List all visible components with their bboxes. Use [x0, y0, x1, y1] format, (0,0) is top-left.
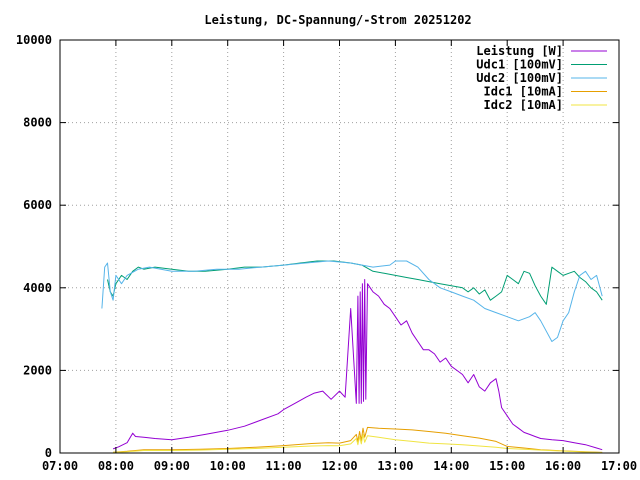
legend-label-2: Udc1 [100mV]: [476, 58, 563, 72]
series-line-1: [112, 279, 603, 451]
y-tick-label: 4000: [23, 281, 52, 295]
legend-label-3: Udc2 [100mV]: [476, 71, 563, 85]
series-layer: [101, 260, 603, 454]
y-tick-label: 2000: [23, 363, 52, 377]
chart-title: Leistung, DC-Spannung/-Strom 20251202: [204, 13, 471, 27]
x-tick-label: 11:00: [266, 459, 302, 473]
series-line-4: [113, 426, 603, 453]
x-tick-label: 16:00: [545, 459, 581, 473]
legend: Leistung [W]Udc1 [100mV]Udc2 [100mV]Idc1…: [476, 44, 607, 112]
y-tick-label: 8000: [23, 116, 52, 130]
y-tick-label: 6000: [23, 198, 52, 212]
y-tick-label: 10000: [16, 33, 52, 47]
x-tick-label: 12:00: [321, 459, 357, 473]
grid-layer: [60, 40, 619, 453]
x-tick-label: 15:00: [489, 459, 525, 473]
legend-label-5: Idc2 [10mA]: [484, 98, 563, 112]
x-tick-label: 07:00: [42, 459, 78, 473]
legend-label-1: Leistung [W]: [476, 44, 563, 58]
x-tick-label: 08:00: [98, 459, 134, 473]
x-tick-label: 10:00: [210, 459, 246, 473]
series-line-2: [107, 260, 603, 305]
y-tick-label: 0: [45, 446, 52, 460]
tick-layer: 07:00 08:00 09:00 10:00 11:00 12:00 13:00 14:00…: [16, 33, 637, 473]
series-line-3: [101, 260, 603, 342]
x-tick-label: 13:00: [377, 459, 413, 473]
x-tick-label: 17:00: [601, 459, 637, 473]
series-line-5: [113, 433, 603, 454]
x-tick-label: 09:00: [154, 459, 190, 473]
legend-label-4: Idc1 [10mA]: [484, 85, 563, 99]
x-tick-label: 14:00: [433, 459, 469, 473]
